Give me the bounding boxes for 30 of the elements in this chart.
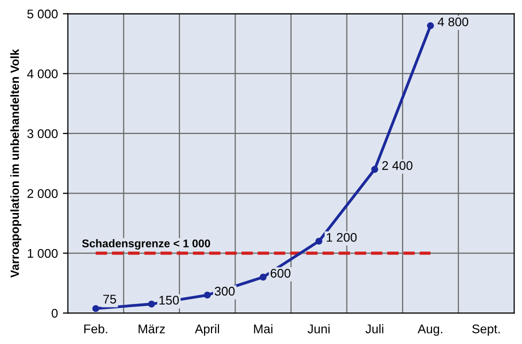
x-tick-label: März xyxy=(138,324,165,334)
x-tick-label: Feb. xyxy=(84,324,108,334)
point xyxy=(204,292,211,299)
y-axis-title: Varroapopulation im unbehandelten Volk xyxy=(10,49,22,278)
y-tick-label: 3 000 xyxy=(27,129,58,138)
x-tick-label: Sept. xyxy=(472,324,500,336)
data-label: 600 xyxy=(270,268,290,278)
x-tick-label: Juni xyxy=(308,324,330,334)
data-label: 2 400 xyxy=(382,161,412,170)
point xyxy=(315,238,322,245)
ref-line-label: Schadensgrenze < 1 000 xyxy=(82,239,210,250)
data-label: 4 800 xyxy=(438,17,468,26)
x-tick-label: Juli xyxy=(366,324,384,334)
y-tick-label: 5 000 xyxy=(27,10,58,18)
y-tick-label: 4 000 xyxy=(27,69,58,78)
y-tick-label: 2 000 xyxy=(27,189,58,198)
y-tick-label: 0 xyxy=(52,308,58,318)
data-label: 1 200 xyxy=(326,232,357,242)
x-tick-label: Aug. xyxy=(418,324,442,336)
x-tick-label: Mai xyxy=(254,324,272,334)
data-label: 75 xyxy=(103,294,116,304)
point xyxy=(148,300,156,308)
data-label: 150 xyxy=(159,296,179,305)
point xyxy=(371,166,378,173)
point xyxy=(260,274,267,281)
point xyxy=(427,22,434,30)
data-label: 300 xyxy=(214,286,235,296)
x-tick-label: April xyxy=(194,324,219,336)
point xyxy=(92,305,100,312)
y-tick-label: 1 000 xyxy=(28,248,58,258)
